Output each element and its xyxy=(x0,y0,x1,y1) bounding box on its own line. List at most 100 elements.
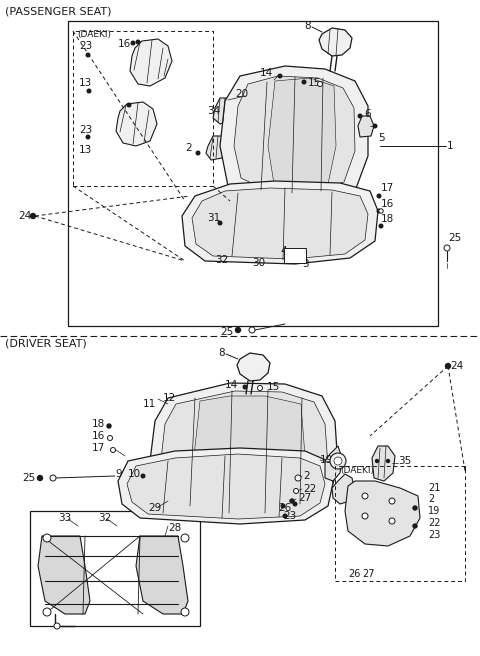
Circle shape xyxy=(243,385,247,389)
Text: (DAEKI): (DAEKI) xyxy=(340,466,374,476)
Text: 18: 18 xyxy=(92,419,105,429)
Circle shape xyxy=(283,514,287,518)
Circle shape xyxy=(377,209,381,213)
Polygon shape xyxy=(345,481,420,546)
Text: 30: 30 xyxy=(252,258,265,268)
Circle shape xyxy=(389,518,395,524)
Circle shape xyxy=(43,608,51,616)
Circle shape xyxy=(290,499,294,503)
Circle shape xyxy=(257,386,263,390)
Text: 2: 2 xyxy=(303,471,310,481)
Circle shape xyxy=(293,489,299,493)
Text: 35: 35 xyxy=(398,456,411,466)
Text: 27: 27 xyxy=(362,569,374,579)
Polygon shape xyxy=(206,136,226,160)
Text: 20: 20 xyxy=(235,89,248,99)
Text: 14: 14 xyxy=(225,380,238,390)
Text: 8: 8 xyxy=(304,21,311,31)
Polygon shape xyxy=(127,454,325,519)
Text: 23: 23 xyxy=(79,125,92,135)
Text: 13: 13 xyxy=(79,145,92,155)
Circle shape xyxy=(37,476,43,480)
Text: 21: 21 xyxy=(355,491,368,501)
Text: 9: 9 xyxy=(115,469,121,479)
Circle shape xyxy=(236,327,240,333)
Text: 32: 32 xyxy=(215,255,228,265)
Text: 16: 16 xyxy=(381,199,394,209)
Circle shape xyxy=(413,506,417,510)
Circle shape xyxy=(373,124,377,128)
Polygon shape xyxy=(358,116,374,137)
Polygon shape xyxy=(194,396,305,504)
Text: 2: 2 xyxy=(185,143,192,153)
Text: 25: 25 xyxy=(448,233,461,243)
Circle shape xyxy=(362,513,368,519)
Text: 31: 31 xyxy=(207,213,220,223)
Circle shape xyxy=(87,89,91,92)
Circle shape xyxy=(334,457,342,465)
Circle shape xyxy=(317,81,323,87)
Text: 16: 16 xyxy=(118,39,131,49)
Text: 27: 27 xyxy=(298,493,311,503)
Circle shape xyxy=(295,475,301,481)
Text: 5: 5 xyxy=(378,133,384,143)
Circle shape xyxy=(31,213,36,218)
Polygon shape xyxy=(38,536,90,614)
Text: 10: 10 xyxy=(128,469,141,479)
Circle shape xyxy=(196,151,200,155)
Circle shape xyxy=(377,194,381,198)
Circle shape xyxy=(445,363,451,369)
Text: 3: 3 xyxy=(302,259,309,269)
Text: (DAEKI): (DAEKI) xyxy=(77,30,111,39)
Polygon shape xyxy=(213,98,233,124)
Text: 6: 6 xyxy=(364,109,371,119)
Polygon shape xyxy=(130,39,172,86)
Polygon shape xyxy=(234,76,355,191)
Text: 14: 14 xyxy=(260,68,273,78)
Bar xyxy=(284,248,306,263)
Circle shape xyxy=(50,475,56,481)
Text: 11: 11 xyxy=(143,399,156,409)
Circle shape xyxy=(110,447,116,453)
Circle shape xyxy=(181,608,189,616)
Circle shape xyxy=(218,221,222,225)
Circle shape xyxy=(293,502,297,506)
Circle shape xyxy=(54,623,60,629)
Circle shape xyxy=(362,493,368,499)
Polygon shape xyxy=(220,66,368,201)
Circle shape xyxy=(358,114,362,118)
Text: 15: 15 xyxy=(267,382,280,392)
Text: 16: 16 xyxy=(92,431,105,441)
Text: (DRIVER SEAT): (DRIVER SEAT) xyxy=(5,338,87,348)
Circle shape xyxy=(86,135,90,139)
Text: 29: 29 xyxy=(148,503,161,513)
Text: 13: 13 xyxy=(79,78,92,88)
Polygon shape xyxy=(136,536,188,614)
Polygon shape xyxy=(332,474,355,504)
Circle shape xyxy=(141,474,145,478)
Circle shape xyxy=(389,498,395,504)
Polygon shape xyxy=(319,28,352,56)
Text: 18: 18 xyxy=(381,214,394,224)
Text: 17: 17 xyxy=(381,183,394,193)
Text: 15: 15 xyxy=(308,78,321,88)
Text: 8: 8 xyxy=(218,348,225,358)
Polygon shape xyxy=(182,181,378,264)
Polygon shape xyxy=(268,78,336,191)
Text: 19: 19 xyxy=(320,455,333,465)
Text: 26: 26 xyxy=(348,569,360,579)
Text: 1: 1 xyxy=(447,141,454,151)
Polygon shape xyxy=(372,446,395,481)
Text: 4: 4 xyxy=(280,246,287,256)
Circle shape xyxy=(108,436,112,440)
Circle shape xyxy=(386,459,389,462)
Circle shape xyxy=(278,74,282,78)
Circle shape xyxy=(127,103,131,107)
Text: 34: 34 xyxy=(207,106,220,116)
Text: 24: 24 xyxy=(18,211,31,221)
Circle shape xyxy=(413,524,417,528)
Circle shape xyxy=(330,453,346,469)
Polygon shape xyxy=(192,188,368,259)
Circle shape xyxy=(181,534,189,542)
Circle shape xyxy=(136,40,140,44)
